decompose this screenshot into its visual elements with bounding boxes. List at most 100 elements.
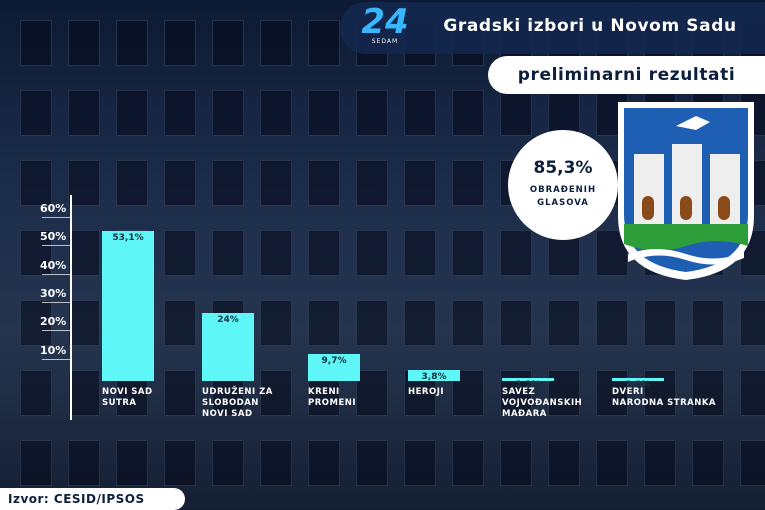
- window: [308, 440, 340, 486]
- window: [212, 20, 244, 66]
- window: [68, 90, 100, 136]
- window: [404, 90, 436, 136]
- window: [692, 370, 724, 416]
- window: [68, 440, 100, 486]
- window: [356, 90, 388, 136]
- window: [500, 440, 532, 486]
- window: [308, 160, 340, 206]
- window: [164, 440, 196, 486]
- window: [596, 440, 628, 486]
- window: [404, 440, 436, 486]
- window: [740, 440, 765, 486]
- window: [452, 160, 484, 206]
- window: [116, 90, 148, 136]
- window: [308, 300, 340, 346]
- coat-of-arms: [618, 102, 754, 280]
- window: [68, 300, 100, 346]
- window: [68, 230, 100, 276]
- window: [548, 440, 580, 486]
- window: [404, 230, 436, 276]
- window: [68, 160, 100, 206]
- value-label: 9,7%: [321, 355, 347, 366]
- window: [452, 440, 484, 486]
- bar: [202, 313, 254, 381]
- annotation-label: OBRAĐENIH GLASOVA: [529, 185, 597, 208]
- window: [356, 230, 388, 276]
- window: [20, 90, 52, 136]
- window: [740, 370, 765, 416]
- logo-number: 24: [361, 2, 409, 42]
- value-label: 53,1%: [112, 232, 144, 243]
- window: [20, 230, 52, 276]
- window: [260, 300, 292, 346]
- y-tick-label: 10%: [40, 343, 67, 357]
- value-label: 1,2%: [515, 379, 541, 390]
- value-label: 3,8%: [421, 372, 447, 383]
- y-tick-label: 40%: [40, 258, 67, 272]
- window: [452, 90, 484, 136]
- window: [548, 90, 580, 136]
- window: [644, 300, 676, 346]
- window: [68, 20, 100, 66]
- window: [692, 440, 724, 486]
- source: Izvor: CESID/IPSOS: [0, 488, 185, 510]
- logo-text: SEDAM: [371, 38, 399, 45]
- window: [308, 90, 340, 136]
- window: [500, 90, 532, 136]
- value-label: 1,1%: [625, 379, 651, 390]
- chart-subtitle: preliminarni rezultati: [488, 56, 765, 94]
- window: [164, 20, 196, 66]
- y-tick-label: 20%: [40, 315, 67, 329]
- bar: [102, 230, 154, 381]
- x-tick-label: DVERI NARODNA STRANKA: [612, 387, 716, 408]
- bar: [408, 370, 460, 381]
- window: [20, 300, 52, 346]
- y-tick-mark: [42, 330, 70, 332]
- y-tick-mark: [42, 245, 70, 247]
- window: [20, 370, 52, 416]
- window: [356, 440, 388, 486]
- window: [500, 230, 532, 276]
- y-tick-mark: [42, 358, 70, 360]
- chart-title: Gradski izbori u Novom Sadu: [443, 16, 737, 36]
- y-axis: [70, 195, 72, 420]
- x-tick-label: KRENI PROMENI: [308, 387, 357, 408]
- window: [116, 20, 148, 66]
- window: [164, 160, 196, 206]
- window: [308, 230, 340, 276]
- window: [692, 300, 724, 346]
- window: [404, 300, 436, 346]
- window: [68, 370, 100, 416]
- window: [116, 160, 148, 206]
- x-tick-label: HEROJI: [408, 387, 445, 397]
- window: [260, 370, 292, 416]
- y-tick-label: 60%: [40, 202, 67, 216]
- window: [212, 160, 244, 206]
- window: [740, 300, 765, 346]
- window: [356, 370, 388, 416]
- window: [20, 160, 52, 206]
- window: [260, 160, 292, 206]
- bar: [502, 377, 554, 381]
- window: [260, 90, 292, 136]
- y-tick-mark: [42, 302, 70, 304]
- x-tick-label: UDRUŽENI ZA SLOBODAN NOVI SAD: [202, 387, 273, 419]
- window: [596, 370, 628, 416]
- window: [164, 370, 196, 416]
- bar: [612, 377, 664, 381]
- window: [308, 20, 340, 66]
- bar: [308, 353, 360, 381]
- value-label: 24%: [217, 315, 239, 326]
- x-tick-label: SAVEZ VOJVOĐANSKIH MAĐARA: [502, 387, 583, 419]
- window: [644, 440, 676, 486]
- window: [20, 20, 52, 66]
- window: [500, 300, 532, 346]
- window: [212, 440, 244, 486]
- window: [452, 230, 484, 276]
- y-tick-label: 30%: [40, 287, 67, 301]
- annotation-value: 85,3%: [533, 158, 593, 178]
- annotation-circle: [508, 130, 618, 240]
- window: [20, 440, 52, 486]
- window: [212, 90, 244, 136]
